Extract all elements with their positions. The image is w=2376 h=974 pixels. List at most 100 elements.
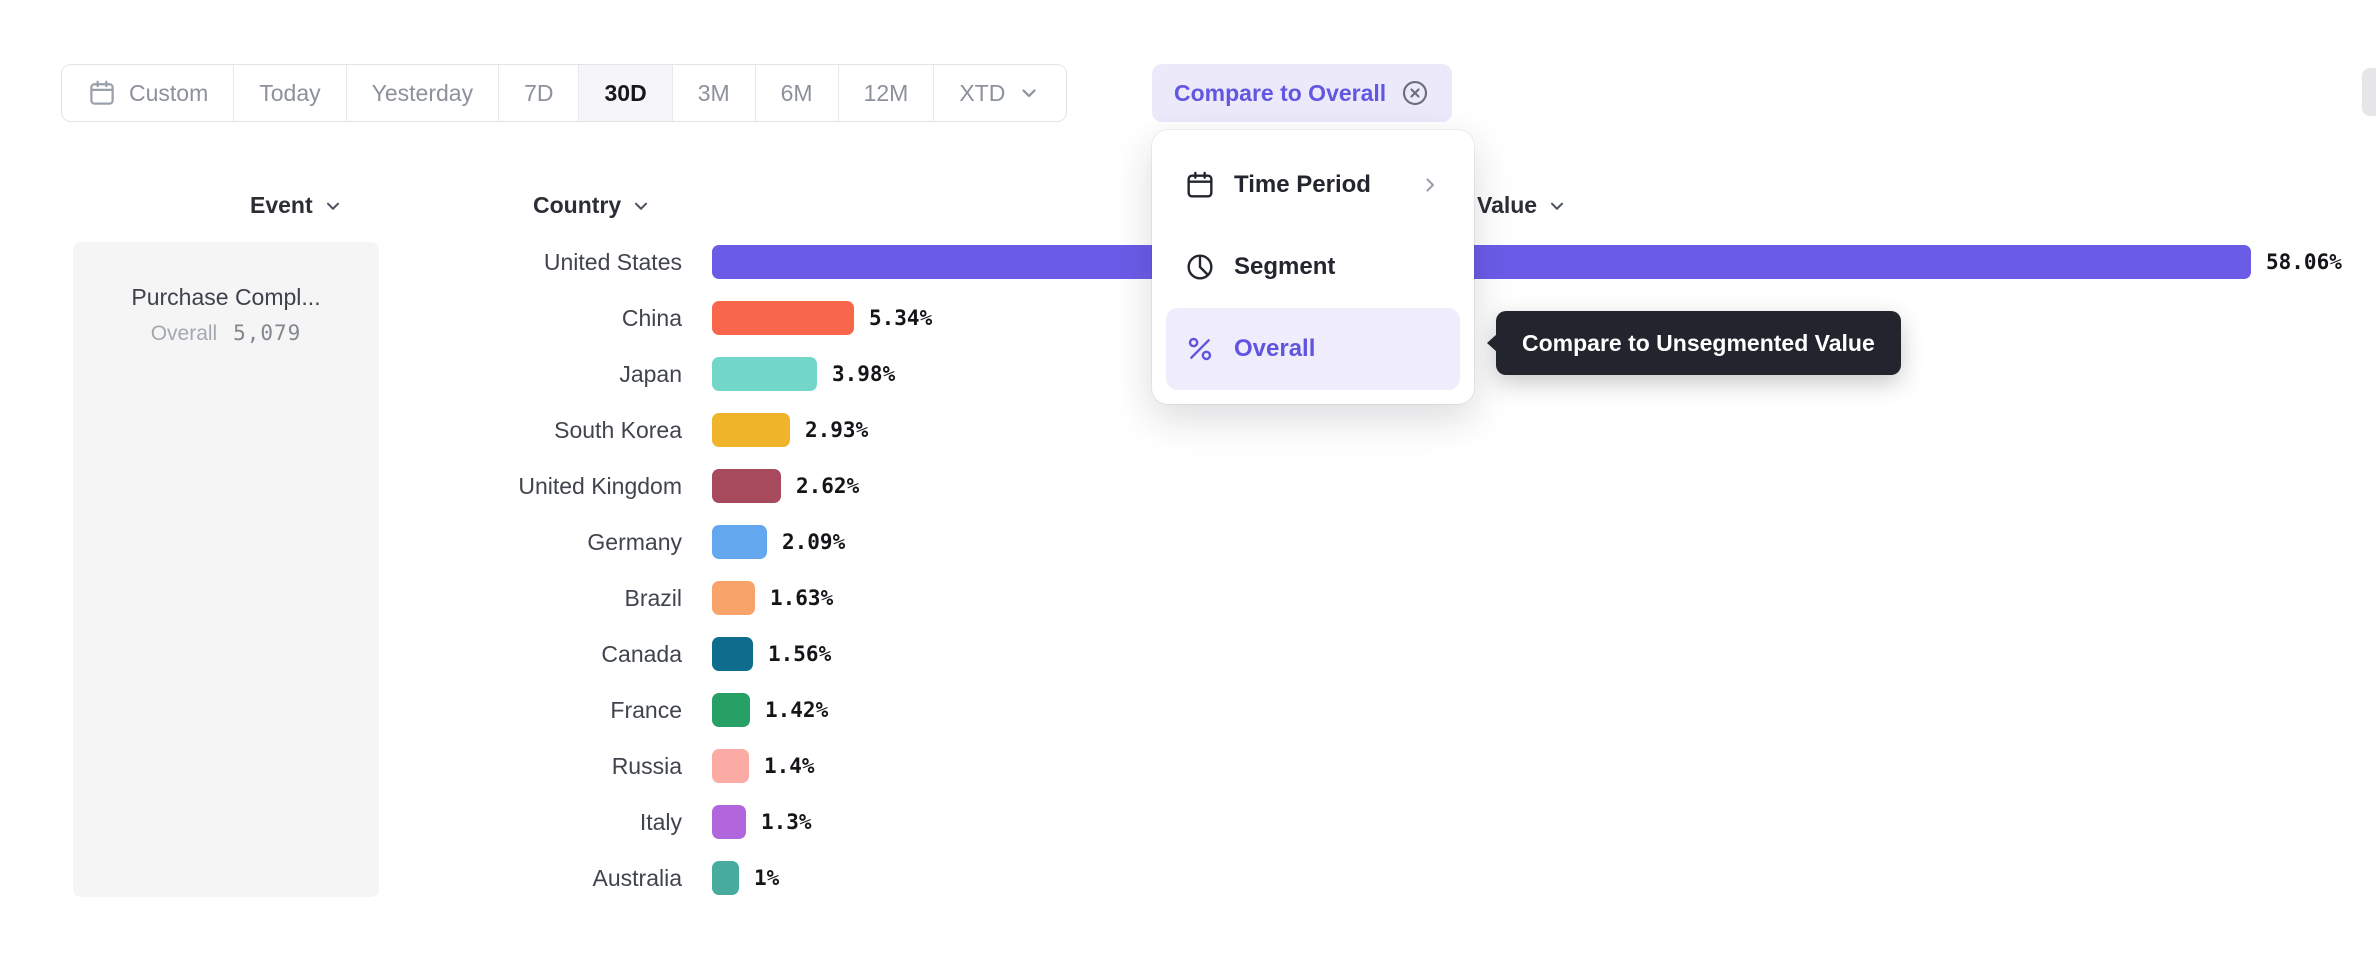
bar[interactable] <box>712 413 790 447</box>
country-label: Australia <box>592 864 682 891</box>
circle-x-icon[interactable] <box>1400 78 1430 108</box>
date-range-button-7d[interactable]: 7D <box>499 65 580 121</box>
date-range-label: 12M <box>863 79 909 106</box>
country-label: Japan <box>619 360 682 387</box>
date-range-button-xtd[interactable]: XTD <box>934 65 1067 121</box>
menu-item-label: Time Period <box>1234 171 1371 198</box>
percent-icon <box>1184 333 1216 365</box>
country-label: France <box>610 696 682 723</box>
value-label: 2.09% <box>782 530 846 554</box>
menu-item-label: Overall <box>1234 335 1316 362</box>
value-label: 58.06% <box>2266 250 2342 274</box>
value-label: 5.34% <box>869 306 933 330</box>
date-range-button-custom[interactable]: Custom <box>62 65 235 121</box>
menu-item-segment[interactable]: Segment <box>1166 226 1460 308</box>
country-label: South Korea <box>554 416 682 443</box>
value-label: 1% <box>754 866 780 890</box>
date-range-button-30d[interactable]: 30D <box>579 65 673 121</box>
bar[interactable] <box>712 693 750 727</box>
date-range-label: Yesterday <box>371 79 474 106</box>
compare-to-overall-button[interactable]: Compare to Overall <box>1152 64 1453 122</box>
bar[interactable] <box>712 245 2251 279</box>
date-range-button-6m[interactable]: 6M <box>755 65 839 121</box>
tooltip: Compare to Unsegmented Value <box>1496 311 1901 375</box>
date-range-label: XTD <box>959 79 1006 106</box>
date-range-label: 30D <box>604 79 647 106</box>
segment-icon <box>1184 251 1216 283</box>
tooltip-text: Compare to Unsegmented Value <box>1522 329 1875 356</box>
bar-row-italy: Italy 1.3% <box>0 794 2376 850</box>
event-column-header[interactable]: Event <box>250 192 344 219</box>
date-range-label: Custom <box>129 79 209 106</box>
value-label: 1.56% <box>768 642 832 666</box>
value-header-label: Value <box>1477 192 1538 218</box>
chevron-right-icon <box>1418 173 1442 197</box>
date-range-label: 7D <box>524 79 554 106</box>
chevron-down-icon <box>322 195 344 217</box>
overall-label: Overall <box>150 322 218 345</box>
compare-button-label: Compare to Overall <box>1174 79 1387 106</box>
event-card[interactable]: Purchase Compl... Overall 5,079 <box>73 242 379 897</box>
bar-row-united-states: United States 58.06% <box>0 234 2376 290</box>
event-header-label: Event <box>250 192 313 218</box>
country-label: Canada <box>601 640 682 667</box>
menu-item-overall[interactable]: Overall <box>1166 308 1460 390</box>
chevron-down-icon <box>1546 195 1568 217</box>
bar-row-south-korea: South Korea 2.93% <box>0 402 2376 458</box>
bar[interactable] <box>712 805 746 839</box>
bar-chart: United States 58.06% China 5.34% Japan 3… <box>0 234 2376 906</box>
bar-row-united-kingdom: United Kingdom 2.62% <box>0 458 2376 514</box>
date-range-button-3m[interactable]: 3M <box>672 65 756 121</box>
value-label: 1.4% <box>764 754 815 778</box>
value-label: 3.98% <box>832 362 896 386</box>
chevron-down-icon <box>630 195 652 217</box>
calendar-icon <box>87 78 117 108</box>
event-name: Purchase Compl... <box>131 284 321 310</box>
bar[interactable] <box>712 301 854 335</box>
value-label: 2.93% <box>805 418 869 442</box>
date-range-group: Custom Today Yesterday 7D 30D 3M 6M 12M … <box>61 64 1068 122</box>
bar-row-australia: Australia 1% <box>0 850 2376 906</box>
bar-row-russia: Russia 1.4% <box>0 738 2376 794</box>
compare-dropdown-menu: Time Period Segment Overall <box>1152 130 1474 404</box>
bar[interactable] <box>712 469 781 503</box>
date-range-button-yesterday[interactable]: Yesterday <box>346 65 500 121</box>
bar[interactable] <box>712 861 739 895</box>
date-range-label: Today <box>259 79 321 106</box>
date-range-button-12m[interactable]: 12M <box>838 65 935 121</box>
country-label: United Kingdom <box>518 472 682 499</box>
bar[interactable] <box>712 637 753 671</box>
bar-row-france: France 1.42% <box>0 682 2376 738</box>
calendar-icon <box>1184 169 1216 201</box>
date-range-label: 3M <box>697 79 730 106</box>
value-label: 1.3% <box>761 810 812 834</box>
bar[interactable] <box>712 525 767 559</box>
country-label: Russia <box>611 752 682 779</box>
bar-row-germany: Germany 2.09% <box>0 514 2376 570</box>
country-label: Germany <box>587 528 682 555</box>
country-label: Italy <box>639 808 682 835</box>
bar-row-china: China 5.34% <box>0 290 2376 346</box>
value-label: 1.42% <box>765 698 829 722</box>
value-label: 1.63% <box>770 586 834 610</box>
bar[interactable] <box>712 581 755 615</box>
country-label: United States <box>543 248 682 275</box>
country-column-header[interactable]: Country <box>533 192 652 219</box>
bar-row-canada: Canada 1.56% <box>0 626 2376 682</box>
bar-row-japan: Japan 3.98% <box>0 346 2376 402</box>
value-label: 2.62% <box>796 474 860 498</box>
menu-item-time-period[interactable]: Time Period <box>1166 144 1460 226</box>
value-column-header[interactable]: Value <box>1477 192 1568 219</box>
bar[interactable] <box>712 357 817 391</box>
chevron-down-icon <box>1017 81 1041 105</box>
viewport-edge-fragment <box>2362 68 2376 116</box>
overall-value: 5,079 <box>233 321 302 345</box>
country-header-label: Country <box>533 192 622 218</box>
country-label: China <box>621 304 682 331</box>
bar-row-brazil: Brazil 1.63% <box>0 570 2376 626</box>
date-range-button-today[interactable]: Today <box>234 65 347 121</box>
menu-item-label: Segment <box>1234 253 1336 280</box>
bar[interactable] <box>712 749 749 783</box>
country-label: Brazil <box>624 584 682 611</box>
